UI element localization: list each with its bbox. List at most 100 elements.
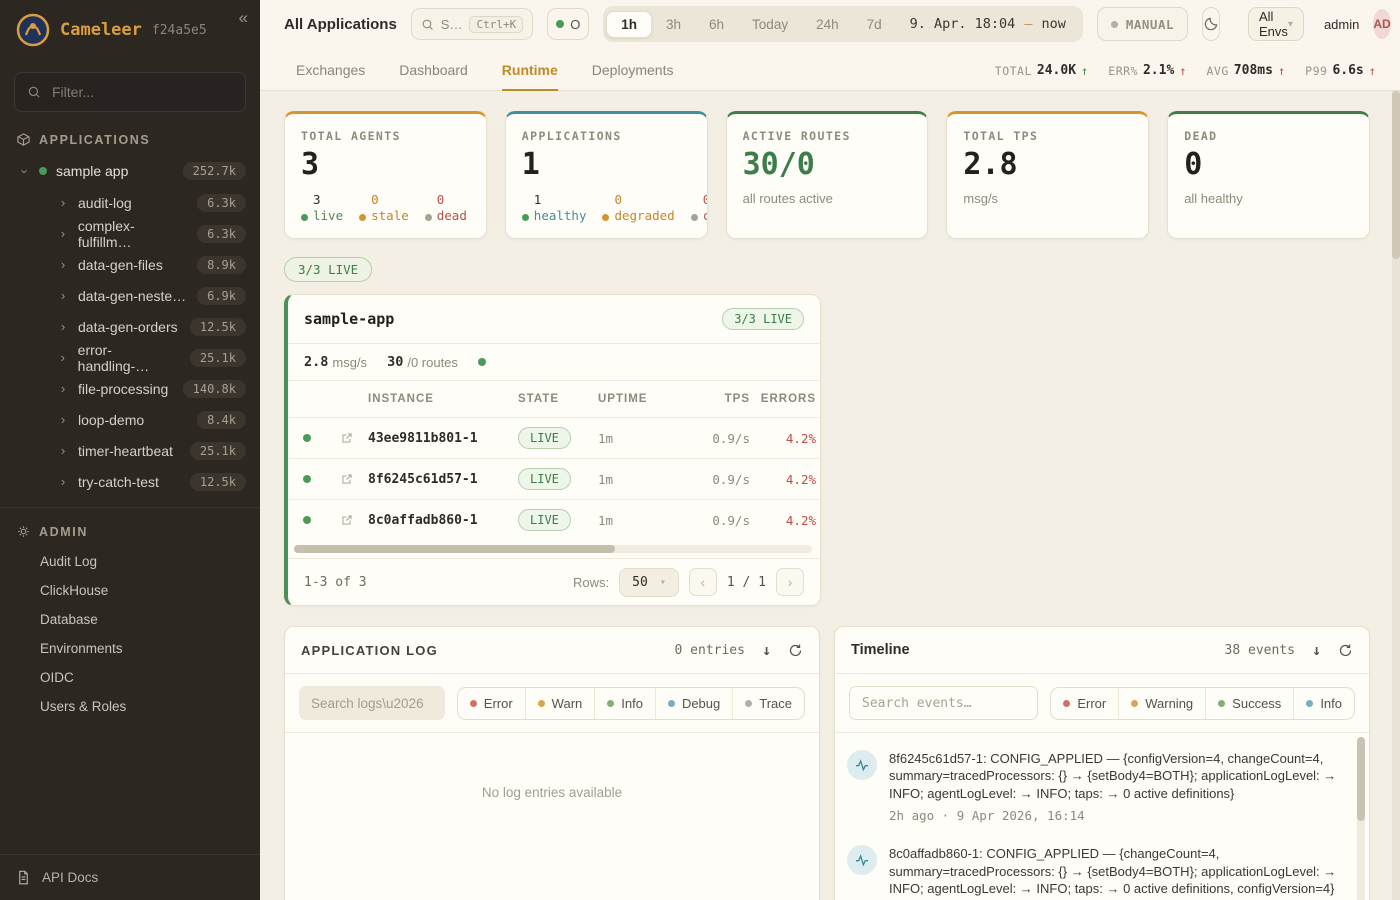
sidebar-item-database[interactable]: Database — [40, 612, 98, 627]
count-badge: 6.3k — [197, 193, 246, 212]
tab-runtime[interactable]: Runtime — [501, 62, 558, 91]
stat-avg-latency: AVG 708ms ↑ — [1206, 63, 1286, 78]
range-7d[interactable]: 7d — [866, 16, 882, 32]
range-today[interactable]: Today — [752, 16, 789, 32]
tree-item-route[interactable]: › data-gen-files 8.9k — [0, 249, 260, 280]
tree-item-route[interactable]: › data-gen-orders 12.5k — [0, 311, 260, 342]
range-3h[interactable]: 3h — [665, 16, 682, 32]
chevron-down-icon[interactable]: › — [17, 168, 33, 174]
state-badge: LIVE — [518, 427, 571, 449]
tab-deployments[interactable]: Deployments — [591, 62, 674, 78]
sidebar-collapse-icon[interactable]: « — [238, 8, 248, 27]
avatar[interactable]: AD — [1373, 9, 1391, 39]
download-icon[interactable]: ↓ — [1311, 641, 1321, 659]
scrollbar-thumb[interactable] — [1392, 91, 1400, 259]
keyboard-shortcut-badge: Ctrl+K — [469, 15, 524, 33]
page-indicator: 1 / 1 — [726, 574, 766, 590]
breakdown-healthy: 1 healthy — [521, 192, 586, 225]
timeline-panel: Timeline 38 events ↓ Error Warning Su — [834, 626, 1370, 900]
rows-per-page-select[interactable]: 50 ▾ — [619, 567, 679, 597]
list-item[interactable]: 8c0affadb860-1: CONFIG_APPLIED — {change… — [847, 834, 1345, 900]
log-search-input[interactable] — [299, 686, 445, 720]
row-range: 1-3 of 3 — [304, 574, 367, 590]
chevron-right-icon[interactable]: › — [60, 381, 66, 396]
range-24h[interactable]: 24h — [816, 16, 839, 32]
tree-item-route[interactable]: › loop-demo 8.4k — [0, 404, 260, 435]
timeline-search-input[interactable] — [849, 686, 1039, 720]
chevron-right-icon[interactable]: › — [60, 288, 66, 303]
filter-debug[interactable]: Debug — [654, 687, 732, 719]
sidebar-item-environments[interactable]: Environments — [40, 641, 123, 656]
manual-status-dot — [1110, 20, 1118, 28]
external-link-icon[interactable] — [326, 431, 368, 445]
sidebar-item-oidc[interactable]: OIDC — [40, 670, 74, 685]
chevron-right-icon[interactable]: › — [60, 474, 66, 489]
sidebar-item-users-roles[interactable]: Users & Roles — [40, 699, 127, 714]
chevron-right-icon[interactable]: › — [60, 443, 66, 458]
scrollbar-thumb[interactable] — [1357, 737, 1365, 821]
chevron-right-icon[interactable]: › — [60, 257, 66, 272]
table-row[interactable]: 43ee9811b801-1 LIVE 1m 0.9/s 4.2% 1 — [288, 417, 820, 458]
api-docs-link[interactable]: API Docs — [0, 854, 260, 900]
filter-info[interactable]: Info — [1293, 687, 1354, 719]
tab-dashboard[interactable]: Dashboard — [399, 62, 468, 78]
tree-item-route[interactable]: › audit-log 6.3k — [0, 187, 260, 218]
environment-select[interactable]: All Envs ▾ — [1248, 7, 1304, 41]
refresh-icon[interactable] — [1338, 643, 1353, 658]
sidebar-item-audit-log[interactable]: Audit Log — [40, 554, 98, 569]
external-link-icon[interactable] — [326, 472, 368, 486]
stat-total: TOTAL 24.0K ↑ — [994, 63, 1089, 78]
activity-icon — [847, 750, 877, 780]
range-6h[interactable]: 6h — [709, 16, 725, 32]
page-scrollbar[interactable] — [1392, 91, 1400, 900]
chevron-right-icon[interactable]: › — [60, 412, 66, 427]
tree-item-route[interactable]: › file-processing 140.8k — [0, 373, 260, 404]
next-page-button[interactable]: › — [776, 568, 804, 596]
list-item[interactable]: 8f6245c61d57-1: CONFIG_APPLIED — {config… — [847, 739, 1345, 834]
connection-status-pill[interactable]: O — [547, 8, 590, 40]
sidebar-header: Cameleer f24a5e5 « — [0, 0, 260, 60]
chevron-right-icon[interactable]: › — [60, 226, 66, 241]
tree-item-sample-app[interactable]: › sample app 252.7k — [0, 155, 260, 187]
sidebar: Cameleer f24a5e5 « APPLICATIONS › sample… — [0, 0, 260, 900]
range-1h[interactable]: 1h — [606, 10, 652, 38]
tab-exchanges[interactable]: Exchanges — [296, 62, 366, 78]
filter-error[interactable]: Error — [458, 688, 525, 719]
tree-item-route[interactable]: › error-handling-… 25.1k — [0, 342, 260, 374]
dark-mode-toggle[interactable] — [1202, 7, 1220, 41]
refresh-icon[interactable] — [788, 643, 803, 658]
event-list: 8f6245c61d57-1: CONFIG_APPLIED — {config… — [835, 733, 1369, 900]
filter-trace[interactable]: Trace — [732, 687, 804, 719]
build-version: f24a5e5 — [151, 22, 207, 38]
manual-refresh-button[interactable]: MANUAL — [1096, 7, 1188, 41]
tree-item-route[interactable]: › data-gen-neste… 6.9k — [0, 280, 260, 311]
filter-error[interactable]: Error — [1051, 688, 1118, 719]
chevron-right-icon[interactable]: › — [60, 319, 66, 334]
tree-item-route[interactable]: › try-catch-test 12.5k — [0, 466, 260, 497]
timeline-scrollbar[interactable] — [1357, 737, 1365, 900]
filter-success[interactable]: Success — [1205, 687, 1293, 719]
global-search[interactable]: S… Ctrl+K — [410, 8, 534, 40]
horizontal-scrollbar[interactable] — [294, 545, 812, 553]
sidebar-item-clickhouse[interactable]: ClickHouse — [40, 583, 109, 598]
sidebar-filter[interactable] — [14, 72, 246, 112]
date-range-display[interactable]: 9. Apr. 18:04 — now — [909, 16, 1066, 32]
tree-item-route[interactable]: › timer-heartbeat 25.1k — [0, 435, 260, 466]
filter-warning[interactable]: Warning — [1118, 687, 1205, 719]
time-range-selector: 1h 3h 6h Today 24h 7d 9. Apr. 18:04 — no… — [603, 6, 1083, 42]
tree-item-route[interactable]: › complex-fulfillm… 6.3k — [0, 218, 260, 250]
table-row[interactable]: 8f6245c61d57-1 LIVE 1m 0.9/s 4.2% 1 — [288, 458, 820, 499]
chevron-right-icon[interactable]: › — [60, 195, 66, 210]
scrollbar-thumb[interactable] — [294, 545, 616, 553]
filter-info[interactable]: Info — [594, 687, 655, 719]
chevron-right-icon[interactable]: › — [60, 350, 65, 365]
applications-section-label: APPLICATIONS — [0, 116, 260, 155]
username: admin — [1323, 16, 1360, 32]
external-link-icon[interactable] — [326, 513, 368, 527]
filter-warn[interactable]: Warn — [524, 687, 595, 719]
prev-page-button[interactable]: ‹ — [688, 568, 717, 596]
table-row[interactable]: 8c0affadb860-1 LIVE 1m 0.9/s 4.2% 1 — [288, 499, 820, 540]
download-icon[interactable]: ↓ — [761, 641, 771, 659]
filter-input[interactable] — [50, 83, 233, 101]
panel-title: APPLICATION LOG — [301, 642, 438, 658]
